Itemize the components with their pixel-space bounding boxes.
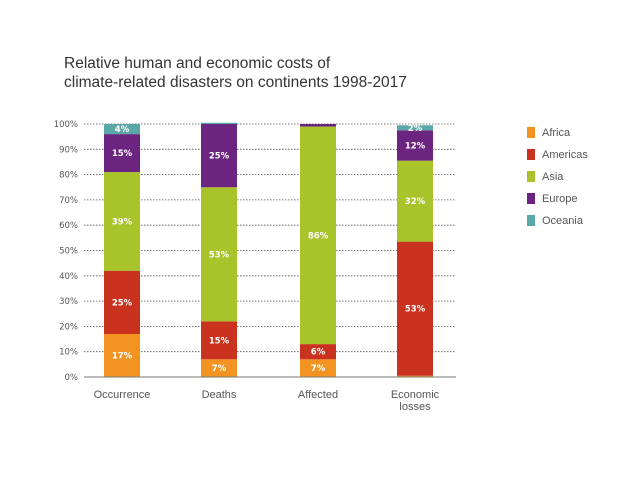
- legend-swatch-europe: [527, 193, 535, 204]
- y-tick-label: 10%: [59, 348, 78, 358]
- bar-deaths-asia: [201, 187, 237, 322]
- bar-economic-losses-oceania: [397, 125, 433, 131]
- legend: Africa Americas Asia Europe Oceania: [527, 127, 588, 227]
- legend-label-africa: Africa: [542, 127, 571, 139]
- bar-economic-losses-europe: [397, 130, 433, 161]
- bar-affected-africa: [300, 359, 336, 377]
- data-label-economic-losses-europe: 12%: [405, 142, 426, 152]
- data-label-affected-americas: 6%: [311, 348, 326, 358]
- y-tick-label: 60%: [59, 221, 78, 231]
- data-label-economic-losses-americas: 53%: [405, 305, 426, 315]
- data-label-deaths-asia: 53%: [209, 250, 230, 260]
- bar-deaths-oceania: [201, 122, 237, 124]
- data-label-deaths-africa: 7%: [212, 364, 227, 374]
- legend-swatch-asia: [527, 171, 535, 182]
- y-tick-label: 80%: [59, 171, 78, 181]
- data-label-occurrence-oceania: 4%: [115, 125, 130, 135]
- bar-deaths-americas: [201, 321, 237, 360]
- bar-economic-losses-africa: [397, 375, 433, 377]
- bar-occurrence-europe: [104, 134, 140, 173]
- legend-swatch-americas: [527, 149, 535, 160]
- y-tick-label: 30%: [59, 297, 78, 307]
- legend-label-oceania: Oceania: [542, 215, 584, 227]
- data-label-occurrence-asia: 39%: [112, 217, 133, 227]
- y-tick-label: 20%: [59, 322, 78, 332]
- data-label-economic-losses-oceania: 2%: [408, 124, 423, 134]
- bars: [104, 122, 433, 377]
- chart-title-line-2: climate-related disasters on continents …: [64, 74, 407, 91]
- y-tick-label: 90%: [59, 145, 78, 155]
- y-tick-label: 70%: [59, 196, 78, 206]
- legend-swatch-africa: [527, 127, 535, 138]
- bar-affected-europe: [300, 124, 336, 127]
- bar-affected-americas: [300, 344, 336, 360]
- y-tick-label: 0%: [65, 373, 79, 383]
- data-label-occurrence-europe: 15%: [112, 149, 133, 159]
- data-label-occurrence-americas: 25%: [112, 298, 133, 308]
- data-label-deaths-americas: 15%: [209, 336, 230, 346]
- x-category-label: Occurrence: [94, 389, 151, 401]
- data-label-deaths-europe: 25%: [209, 152, 230, 162]
- bar-deaths-africa: [201, 359, 237, 377]
- data-labels: 17% 25% 39% 15% 4% 7% 15% 53% 25% 7% 6% 86% 53% 32% 12…: [112, 124, 426, 374]
- y-tick-label: 50%: [59, 247, 78, 257]
- legend-label-europe: Europe: [542, 193, 577, 205]
- bar-deaths-europe: [201, 124, 237, 188]
- legend-label-americas: Americas: [542, 149, 588, 161]
- bar-occurrence-americas: [104, 270, 140, 334]
- bar-affected-asia: [300, 126, 336, 345]
- x-category-label: Economic: [391, 389, 440, 401]
- bar-occurrence-africa: [104, 333, 140, 377]
- chart-title-line-1: Relative human and economic costs of: [64, 55, 331, 72]
- bar-occurrence-asia: [104, 172, 140, 271]
- data-label-affected-asia: 86%: [308, 231, 329, 241]
- y-axis-ticks: 0% 10% 20% 30% 40% 50% 60% 70% 80% 90% 100%: [54, 120, 78, 383]
- y-tick-label: 100%: [54, 120, 78, 130]
- bar-occurrence-oceania: [104, 124, 140, 135]
- x-category-label: Affected: [298, 389, 338, 401]
- data-label-economic-losses-asia: 32%: [405, 197, 426, 207]
- gridlines: [84, 123, 456, 353]
- x-category-label: losses: [399, 401, 431, 413]
- chart-title: Relative human and economic costs of cli…: [64, 54, 484, 92]
- bar-economic-losses-americas: [397, 241, 433, 376]
- legend-swatch-oceania: [527, 215, 535, 226]
- legend-label-asia: Asia: [542, 171, 564, 183]
- y-tick-label: 40%: [59, 272, 78, 282]
- data-label-affected-africa: 7%: [311, 364, 326, 374]
- bar-economic-losses-asia: [397, 160, 433, 242]
- x-category-label: Deaths: [202, 389, 237, 401]
- data-label-occurrence-africa: 17%: [112, 351, 133, 361]
